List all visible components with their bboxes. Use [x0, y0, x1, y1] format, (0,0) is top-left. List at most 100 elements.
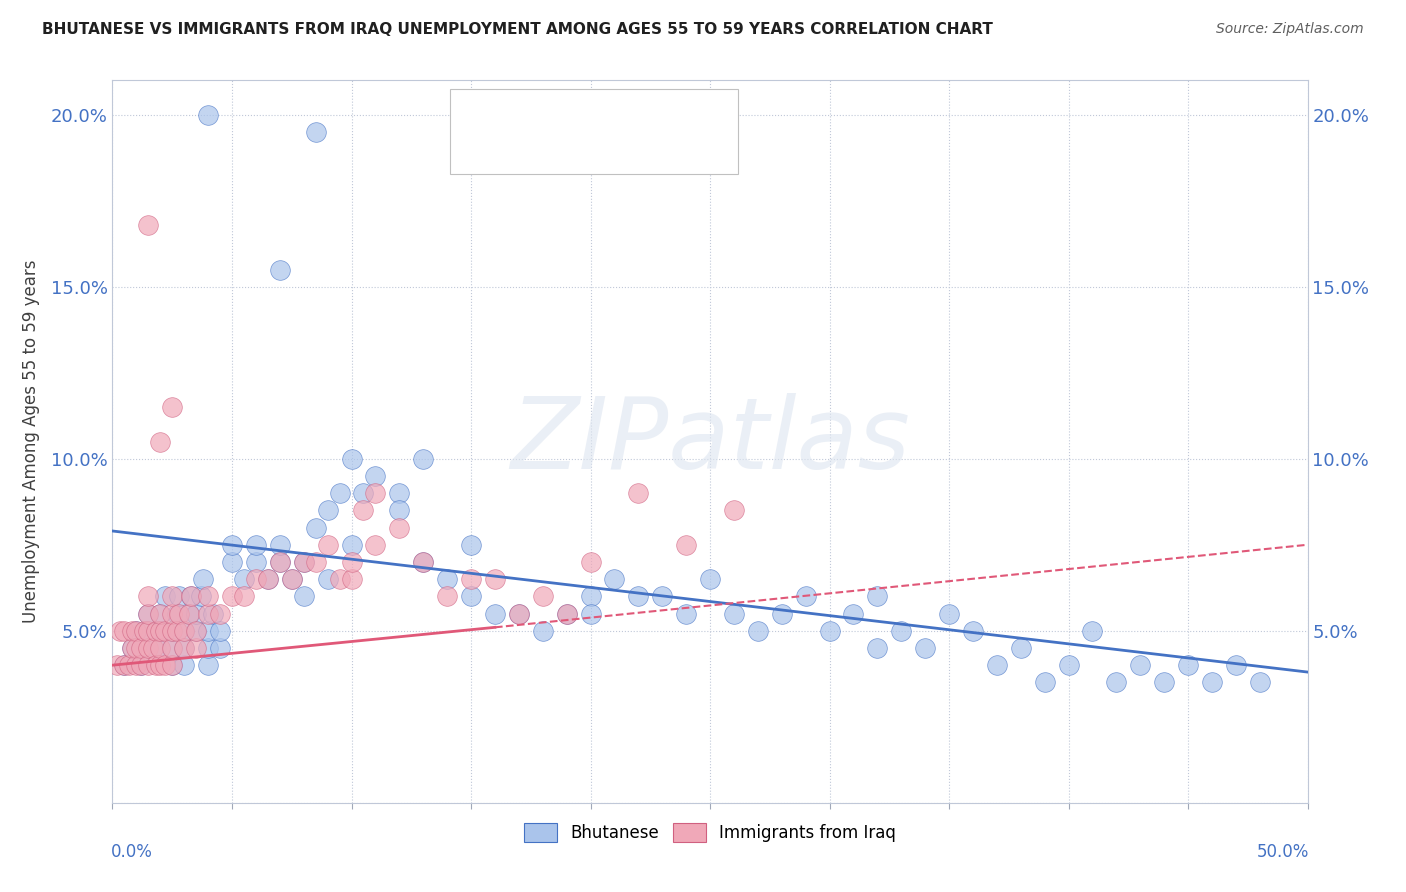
Point — [627, 590, 650, 604]
Point — [412, 555, 434, 569]
Point — [186, 624, 208, 638]
Point — [180, 590, 202, 604]
Point — [412, 451, 434, 466]
Text: 50.0%: 50.0% — [1257, 843, 1309, 861]
Point — [292, 555, 315, 569]
Point — [125, 658, 148, 673]
Point — [484, 607, 506, 621]
Text: Source: ZipAtlas.com: Source: ZipAtlas.com — [1216, 22, 1364, 37]
Point — [233, 572, 256, 586]
Point — [245, 572, 267, 586]
Point — [269, 262, 291, 277]
Point — [138, 658, 160, 673]
Point — [149, 607, 172, 621]
Point — [938, 607, 960, 621]
Point — [962, 624, 984, 638]
Point — [579, 590, 602, 604]
Point — [531, 590, 554, 604]
Point — [316, 538, 339, 552]
Point — [149, 640, 172, 655]
Point — [186, 607, 208, 621]
Point — [436, 572, 458, 586]
Point — [1057, 658, 1080, 673]
Point — [340, 538, 363, 552]
Point — [257, 572, 280, 586]
Point — [340, 451, 363, 466]
Point — [105, 658, 128, 673]
Point — [329, 572, 352, 586]
Point — [233, 590, 256, 604]
Point — [166, 607, 188, 621]
Point — [114, 624, 135, 638]
Point — [138, 218, 160, 232]
Point — [149, 658, 172, 673]
Point — [153, 658, 176, 673]
Point — [129, 658, 152, 673]
Point — [866, 590, 889, 604]
Point — [162, 640, 183, 655]
Point — [173, 658, 195, 673]
Point — [162, 624, 183, 638]
Point — [292, 590, 315, 604]
Point — [162, 607, 183, 621]
Point — [723, 607, 745, 621]
Point — [129, 658, 152, 673]
Point — [1010, 640, 1032, 655]
Point — [173, 640, 195, 655]
Point — [364, 486, 387, 500]
Point — [986, 658, 1008, 673]
Point — [352, 486, 374, 500]
Point — [121, 640, 143, 655]
Point — [340, 555, 363, 569]
Point — [412, 555, 434, 569]
Point — [281, 572, 304, 586]
Point — [579, 607, 602, 621]
Point — [305, 125, 328, 139]
Text: R = -0.239   N = 89: R = -0.239 N = 89 — [515, 106, 706, 124]
Point — [162, 640, 183, 655]
Point — [316, 572, 339, 586]
Point — [173, 640, 195, 655]
Point — [1081, 624, 1104, 638]
Point — [177, 607, 200, 621]
Point — [138, 607, 160, 621]
Point — [132, 624, 155, 638]
Point — [305, 555, 328, 569]
Y-axis label: Unemployment Among Ages 55 to 59 years: Unemployment Among Ages 55 to 59 years — [21, 260, 39, 624]
Point — [245, 538, 267, 552]
Point — [149, 624, 172, 638]
Point — [436, 590, 458, 604]
Point — [145, 624, 167, 638]
Point — [221, 590, 243, 604]
Point — [197, 590, 219, 604]
Point — [138, 590, 160, 604]
Bar — [468, 134, 505, 160]
Point — [281, 572, 304, 586]
Point — [221, 555, 243, 569]
Point — [145, 640, 167, 655]
Point — [138, 624, 160, 638]
Point — [1105, 675, 1128, 690]
Point — [555, 607, 578, 621]
Point — [173, 624, 195, 638]
Point — [142, 640, 165, 655]
Point — [651, 590, 673, 604]
Point — [329, 486, 352, 500]
Point — [145, 658, 167, 673]
Text: 0.0%: 0.0% — [111, 843, 153, 861]
Point — [197, 624, 219, 638]
Point — [1033, 675, 1056, 690]
Point — [197, 640, 219, 655]
Point — [114, 658, 135, 673]
Legend: Bhutanese, Immigrants from Iraq: Bhutanese, Immigrants from Iraq — [517, 816, 903, 848]
Point — [186, 640, 208, 655]
Point — [269, 538, 291, 552]
Point — [508, 607, 530, 621]
Point — [169, 590, 191, 604]
Point — [364, 469, 387, 483]
Point — [153, 590, 176, 604]
Point — [162, 590, 183, 604]
Text: BHUTANESE VS IMMIGRANTS FROM IRAQ UNEMPLOYMENT AMONG AGES 55 TO 59 YEARS CORRELA: BHUTANESE VS IMMIGRANTS FROM IRAQ UNEMPL… — [42, 22, 993, 37]
Text: R =  0.135   N = 75: R = 0.135 N = 75 — [515, 138, 706, 156]
Point — [149, 607, 172, 621]
